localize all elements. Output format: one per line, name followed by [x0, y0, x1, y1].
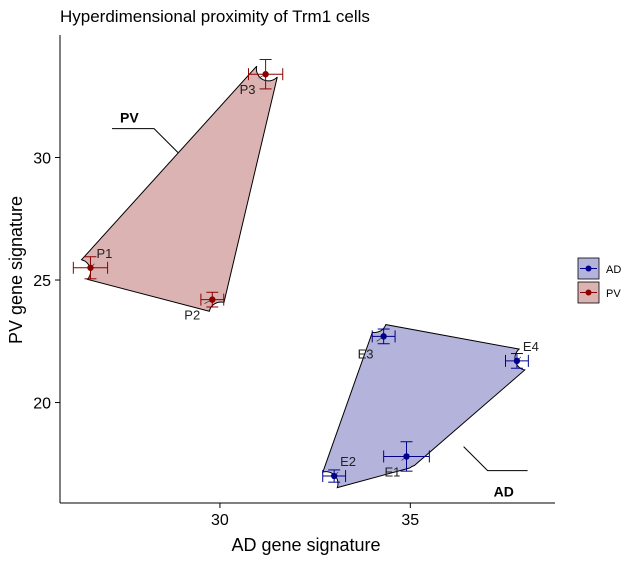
- point-label-P2: P2: [184, 308, 200, 323]
- point-labels: E1 E2 E3 E4 P1 P2 P3: [96, 82, 538, 479]
- point-label-E3: E3: [358, 346, 374, 361]
- point-E3: [380, 333, 387, 340]
- x-ticks: 30 35: [211, 503, 419, 529]
- points: [87, 71, 521, 480]
- error-bars: [72, 59, 529, 483]
- point-label-E2: E2: [340, 454, 356, 469]
- group-leader-pv: [112, 128, 179, 153]
- group-label-ad: AD: [494, 484, 514, 500]
- legend-item-pv: PV: [577, 281, 621, 304]
- group-leader-ad: [463, 446, 528, 472]
- group-labels: PV AD: [112, 110, 528, 500]
- legend-label-pv: PV: [606, 288, 621, 300]
- point-E2: [330, 472, 338, 480]
- y-tick-label-25: 25: [33, 273, 51, 290]
- x-tick-label-35: 35: [401, 512, 419, 529]
- x-tick-label-30: 30: [211, 512, 229, 529]
- y-axis-title: PV gene signature: [6, 196, 26, 344]
- legend: AD PV: [577, 257, 621, 304]
- point-E4: [513, 357, 521, 365]
- chart-title: Hyperdimensional proximity of Trm1 cells: [60, 7, 370, 26]
- point-E1: [403, 453, 410, 460]
- point-P1: [87, 264, 94, 271]
- y-ticks: 20 25 30: [33, 151, 60, 413]
- legend-label-ad: AD: [606, 264, 621, 276]
- point-P3: [262, 71, 269, 78]
- point-label-E1: E1: [385, 464, 401, 479]
- group-label-pv: PV: [120, 110, 139, 126]
- legend-item-ad: AD: [577, 257, 621, 280]
- point-P2: [209, 296, 216, 303]
- error-bar-E4: [505, 353, 529, 369]
- point-label-E4: E4: [523, 339, 539, 354]
- y-tick-label-20: 20: [33, 396, 51, 413]
- hull-pv: [80, 65, 278, 312]
- point-label-P3: P3: [240, 82, 256, 97]
- axes: [59, 35, 555, 504]
- hulls: [80, 65, 526, 489]
- point-label-P1: P1: [96, 246, 112, 261]
- x-axis-title: AD gene signature: [231, 535, 380, 555]
- y-tick-label-30: 30: [33, 151, 51, 168]
